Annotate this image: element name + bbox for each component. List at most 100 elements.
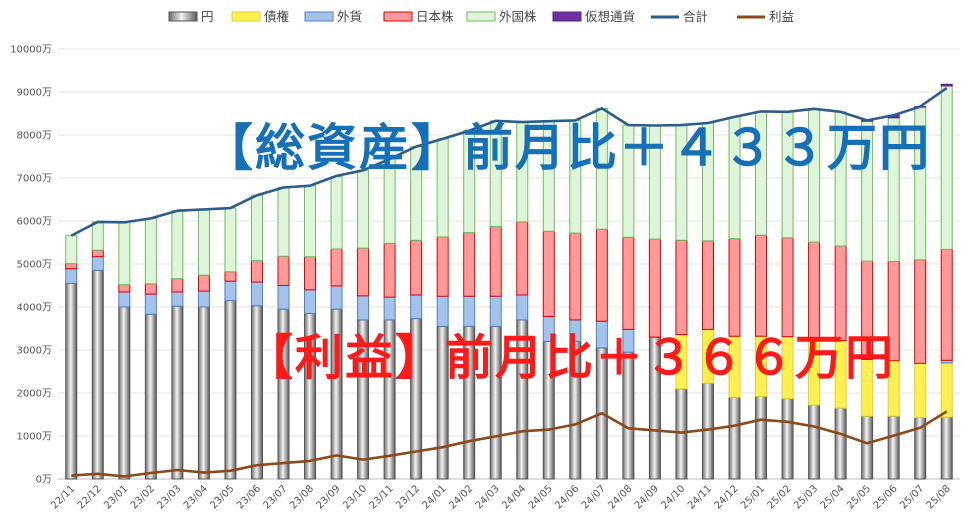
bar-segment-外貨 [357,295,370,321]
bar-segment-日本株 [436,236,449,297]
x-tick-label: 25/01 [739,483,767,511]
x-tick-label: 24/01 [421,483,449,511]
bar-segment-外国株 [304,185,317,258]
bar-segment-外貨 [330,285,343,310]
bar-segment-外貨 [197,290,210,308]
y-tick-label: 1000万 [17,432,52,443]
x-tick-label: 24/05 [527,483,555,511]
x-tick-label: 25/02 [766,483,794,511]
y-axis-tick-labels: 0万 1000万 2000万 3000万 4000万 5000万 6000万 7000万 800… [10,45,52,486]
line-series [70,87,948,478]
bar-segment-日本株 [224,271,237,282]
bar-segment-日本株 [65,263,78,270]
bar-segment-日本株 [197,274,210,292]
x-tick-label: 25/04 [819,483,847,511]
bar-segment-外貨 [277,285,290,310]
bar-segment-外国株 [91,221,104,251]
x-tick-label: 23/02 [129,483,157,511]
bar-segment-日本株 [914,259,927,364]
x-tick-label: 22/11 [49,483,77,511]
legend-swatch [168,11,198,22]
bar-segment-外国株 [940,85,953,250]
x-tick-label: 23/11 [368,483,396,511]
y-tick-label: 9000万 [17,88,52,99]
x-tick-label: 24/07 [580,483,608,511]
bar-segment-外貨 [171,291,184,307]
bar-segment-日本株 [250,260,263,283]
bar-segment-円 [861,415,874,480]
x-tick-label: 22/12 [76,483,104,511]
bar-segment-円 [940,416,953,480]
legend-label: 仮想通貨 [585,9,635,24]
bar-segment-日本株 [940,248,953,361]
legend-swatch [383,11,413,22]
legend-label: 債権 [264,9,289,24]
legend-swatch [231,11,261,22]
x-tick-label: 23/07 [261,483,289,511]
bar-segment-外国株 [330,176,343,250]
x-tick-label: 23/01 [102,483,130,511]
bar-segment-日本株 [569,232,582,321]
x-tick-label: 23/03 [155,483,183,511]
y-tick-label: 0万 [36,475,52,486]
profit-change-annotation: 【利益】前月比＋３６６万円 [245,330,896,386]
legend-label: 円 [201,9,214,24]
x-tick-label: 25/07 [898,483,926,511]
bar-segment-日本株 [595,228,608,322]
bar-segment-債権 [940,362,953,418]
x-tick-label: 23/05 [208,483,236,511]
legend-label: 外国株 [499,9,537,24]
bar-segment-円 [781,398,794,480]
x-tick-label: 24/11 [686,483,714,511]
y-tick-label: 8000万 [17,131,52,142]
legend-swatch [466,11,496,22]
bar-segment-日本株 [622,236,635,330]
bar-segment-外国株 [171,210,184,280]
legend-swatch [304,11,334,22]
bar-segment-円 [91,269,104,480]
x-tick-label: 23/04 [182,483,210,511]
y-tick-label: 7000万 [17,174,52,185]
x-tick-label: 23/06 [235,483,263,511]
x-tick-label: 25/06 [872,483,900,511]
bar-segment-外貨 [516,294,529,321]
y-tick-label: 2000万 [17,389,52,400]
line-利益 [71,410,948,478]
bar-segment-円 [171,305,184,480]
bar-segment-外国株 [118,221,131,286]
bar-segment-日本株 [542,230,555,317]
bar-segment-日本株 [91,249,104,258]
legend-label: 合計 [683,9,708,24]
bar-segment-外国株 [250,194,263,262]
bar-segment-円 [197,306,210,480]
bar-segment-外貨 [118,291,131,308]
bar-segment-日本株 [304,256,317,291]
legend-label: 日本株 [416,9,454,24]
x-tick-label: 24/08 [606,483,634,511]
bar-series [65,83,953,480]
x-axis-tick-labels: 22/1122/1223/0123/0223/0323/0423/0523/06… [49,483,953,511]
bar-segment-外国株 [65,235,78,265]
bar-segment-外貨 [304,289,317,314]
bar-segment-外貨 [250,281,263,307]
bar-segment-外貨 [383,296,396,321]
x-tick-label: 24/10 [659,483,687,511]
legend-swatch [552,11,582,22]
bar-segment-日本株 [171,278,184,293]
x-tick-label: 24/12 [712,483,740,511]
bar-segment-外国株 [277,186,290,257]
bar-segment-円 [65,282,78,480]
bar-segment-仮想通貨 [940,83,953,87]
legend-label: 外貨 [337,9,362,24]
bar-segment-日本株 [463,232,476,297]
bar-segment-日本株 [410,239,423,296]
legend: 円 債権 外貨 日本株 外国株 仮想通貨 合計 利益 [168,9,794,24]
bar-segment-日本株 [277,255,290,287]
bar-segment-日本株 [383,242,396,298]
legend-label: 利益 [769,9,794,24]
x-tick-label: 23/09 [315,483,343,511]
bar-segment-外国株 [197,208,210,276]
bar-segment-円 [887,415,900,480]
bar-segment-外国株 [224,207,237,273]
